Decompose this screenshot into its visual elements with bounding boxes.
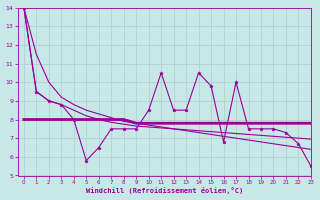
X-axis label: Windchill (Refroidissement éolien,°C): Windchill (Refroidissement éolien,°C) <box>86 187 243 194</box>
